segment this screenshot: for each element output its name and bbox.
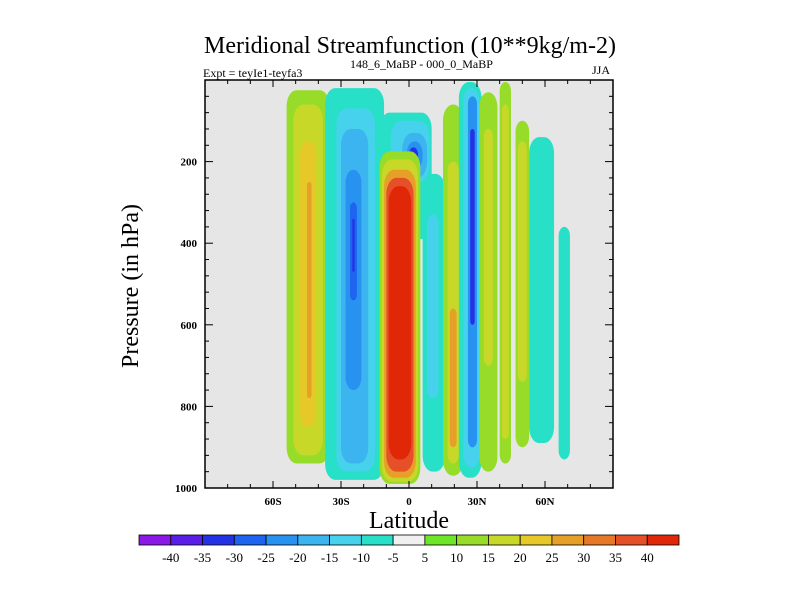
colorbar-label: 10 xyxy=(450,550,463,565)
x-tick-label: 60S xyxy=(264,496,281,508)
x-axis: 60S 30S 0 30N 60N xyxy=(204,80,614,508)
colorbar-label: 5 xyxy=(422,550,429,565)
colorbar-swatch xyxy=(488,534,521,546)
colorbar-swatch xyxy=(551,534,585,546)
colorbar-swatch xyxy=(297,534,330,546)
colorbar-swatch xyxy=(329,534,362,546)
y-axis: 200 400 600 800 1000 xyxy=(175,79,613,495)
colorbar-label: -25 xyxy=(257,550,274,565)
contour-band-32 xyxy=(501,104,509,440)
x-tick-label: 0 xyxy=(406,496,412,508)
contour-band-36 xyxy=(558,226,570,460)
season-label: JJA xyxy=(592,63,610,77)
x-axis-label: Latitude xyxy=(369,508,449,534)
y-tick-label: 200 xyxy=(181,157,198,169)
y-tick-label: 800 xyxy=(181,401,198,413)
colorbar-label: -5 xyxy=(388,550,399,565)
chart-title: Meridional Streamfunction (10**9kg/m-2) xyxy=(204,33,616,59)
colorbar-swatch xyxy=(583,534,616,546)
colorbar-swatch xyxy=(265,534,299,546)
colorbar-label: -15 xyxy=(321,550,338,565)
plot-area xyxy=(204,79,614,489)
colorbar-label: 15 xyxy=(482,550,495,565)
colorbar-swatch xyxy=(202,534,235,546)
y-tick-label: 1000 xyxy=(175,483,198,495)
x-tick-label: 30N xyxy=(468,496,487,508)
x-tick-label: 30S xyxy=(332,496,349,508)
colorbar-swatch xyxy=(170,534,203,546)
colorbar-swatch xyxy=(360,534,394,546)
colorbar-label: 40 xyxy=(641,550,654,565)
colorbar-label: 30 xyxy=(577,550,590,565)
colorbar-swatch xyxy=(392,534,426,546)
contour-band-9 xyxy=(352,218,355,272)
colorbar: -40 -35 -30 -25 -20 -15 -10 -5 5 10 15 20 25 30 35 40 xyxy=(138,534,680,565)
contour-band-28 xyxy=(470,128,475,325)
colorbar-label: 20 xyxy=(514,550,527,565)
colorbar-swatch xyxy=(646,534,680,546)
y-axis-label: Pressure (in hPa) xyxy=(118,204,144,368)
colorbar-label: -30 xyxy=(226,550,243,565)
colorbar-swatch xyxy=(519,534,553,546)
colorbar-label: -35 xyxy=(194,550,211,565)
contour-band-21 xyxy=(427,214,439,399)
x-tick-label: 60N xyxy=(536,496,555,508)
contour-band-34 xyxy=(517,141,527,382)
contour-band-3 xyxy=(307,182,312,399)
contour-band-24 xyxy=(449,308,457,448)
colorbar-label: 35 xyxy=(609,550,622,565)
colorbar-swatch xyxy=(424,534,458,546)
y-tick-label: 400 xyxy=(181,238,198,250)
colorbar-swatch xyxy=(456,534,489,546)
contour-fills xyxy=(286,82,570,484)
colorbar-swatch xyxy=(138,534,172,546)
experiment-periods: 148_6_MaBP - 000_0_MaBP xyxy=(350,57,493,71)
colorbar-swatch xyxy=(615,534,648,546)
colorbar-label: -40 xyxy=(162,550,179,565)
colorbar-label: 25 xyxy=(545,550,558,565)
experiment-label: Expt = teyIe1-teyfa3 xyxy=(203,66,302,80)
y-tick-label: 600 xyxy=(181,320,198,332)
contour-band-35 xyxy=(529,137,555,444)
contour-band-19 xyxy=(388,186,412,460)
colorbar-swatch xyxy=(233,534,267,546)
colorbar-label: -10 xyxy=(353,550,370,565)
colorbar-label: -20 xyxy=(289,550,306,565)
contour-band-30 xyxy=(483,128,493,366)
